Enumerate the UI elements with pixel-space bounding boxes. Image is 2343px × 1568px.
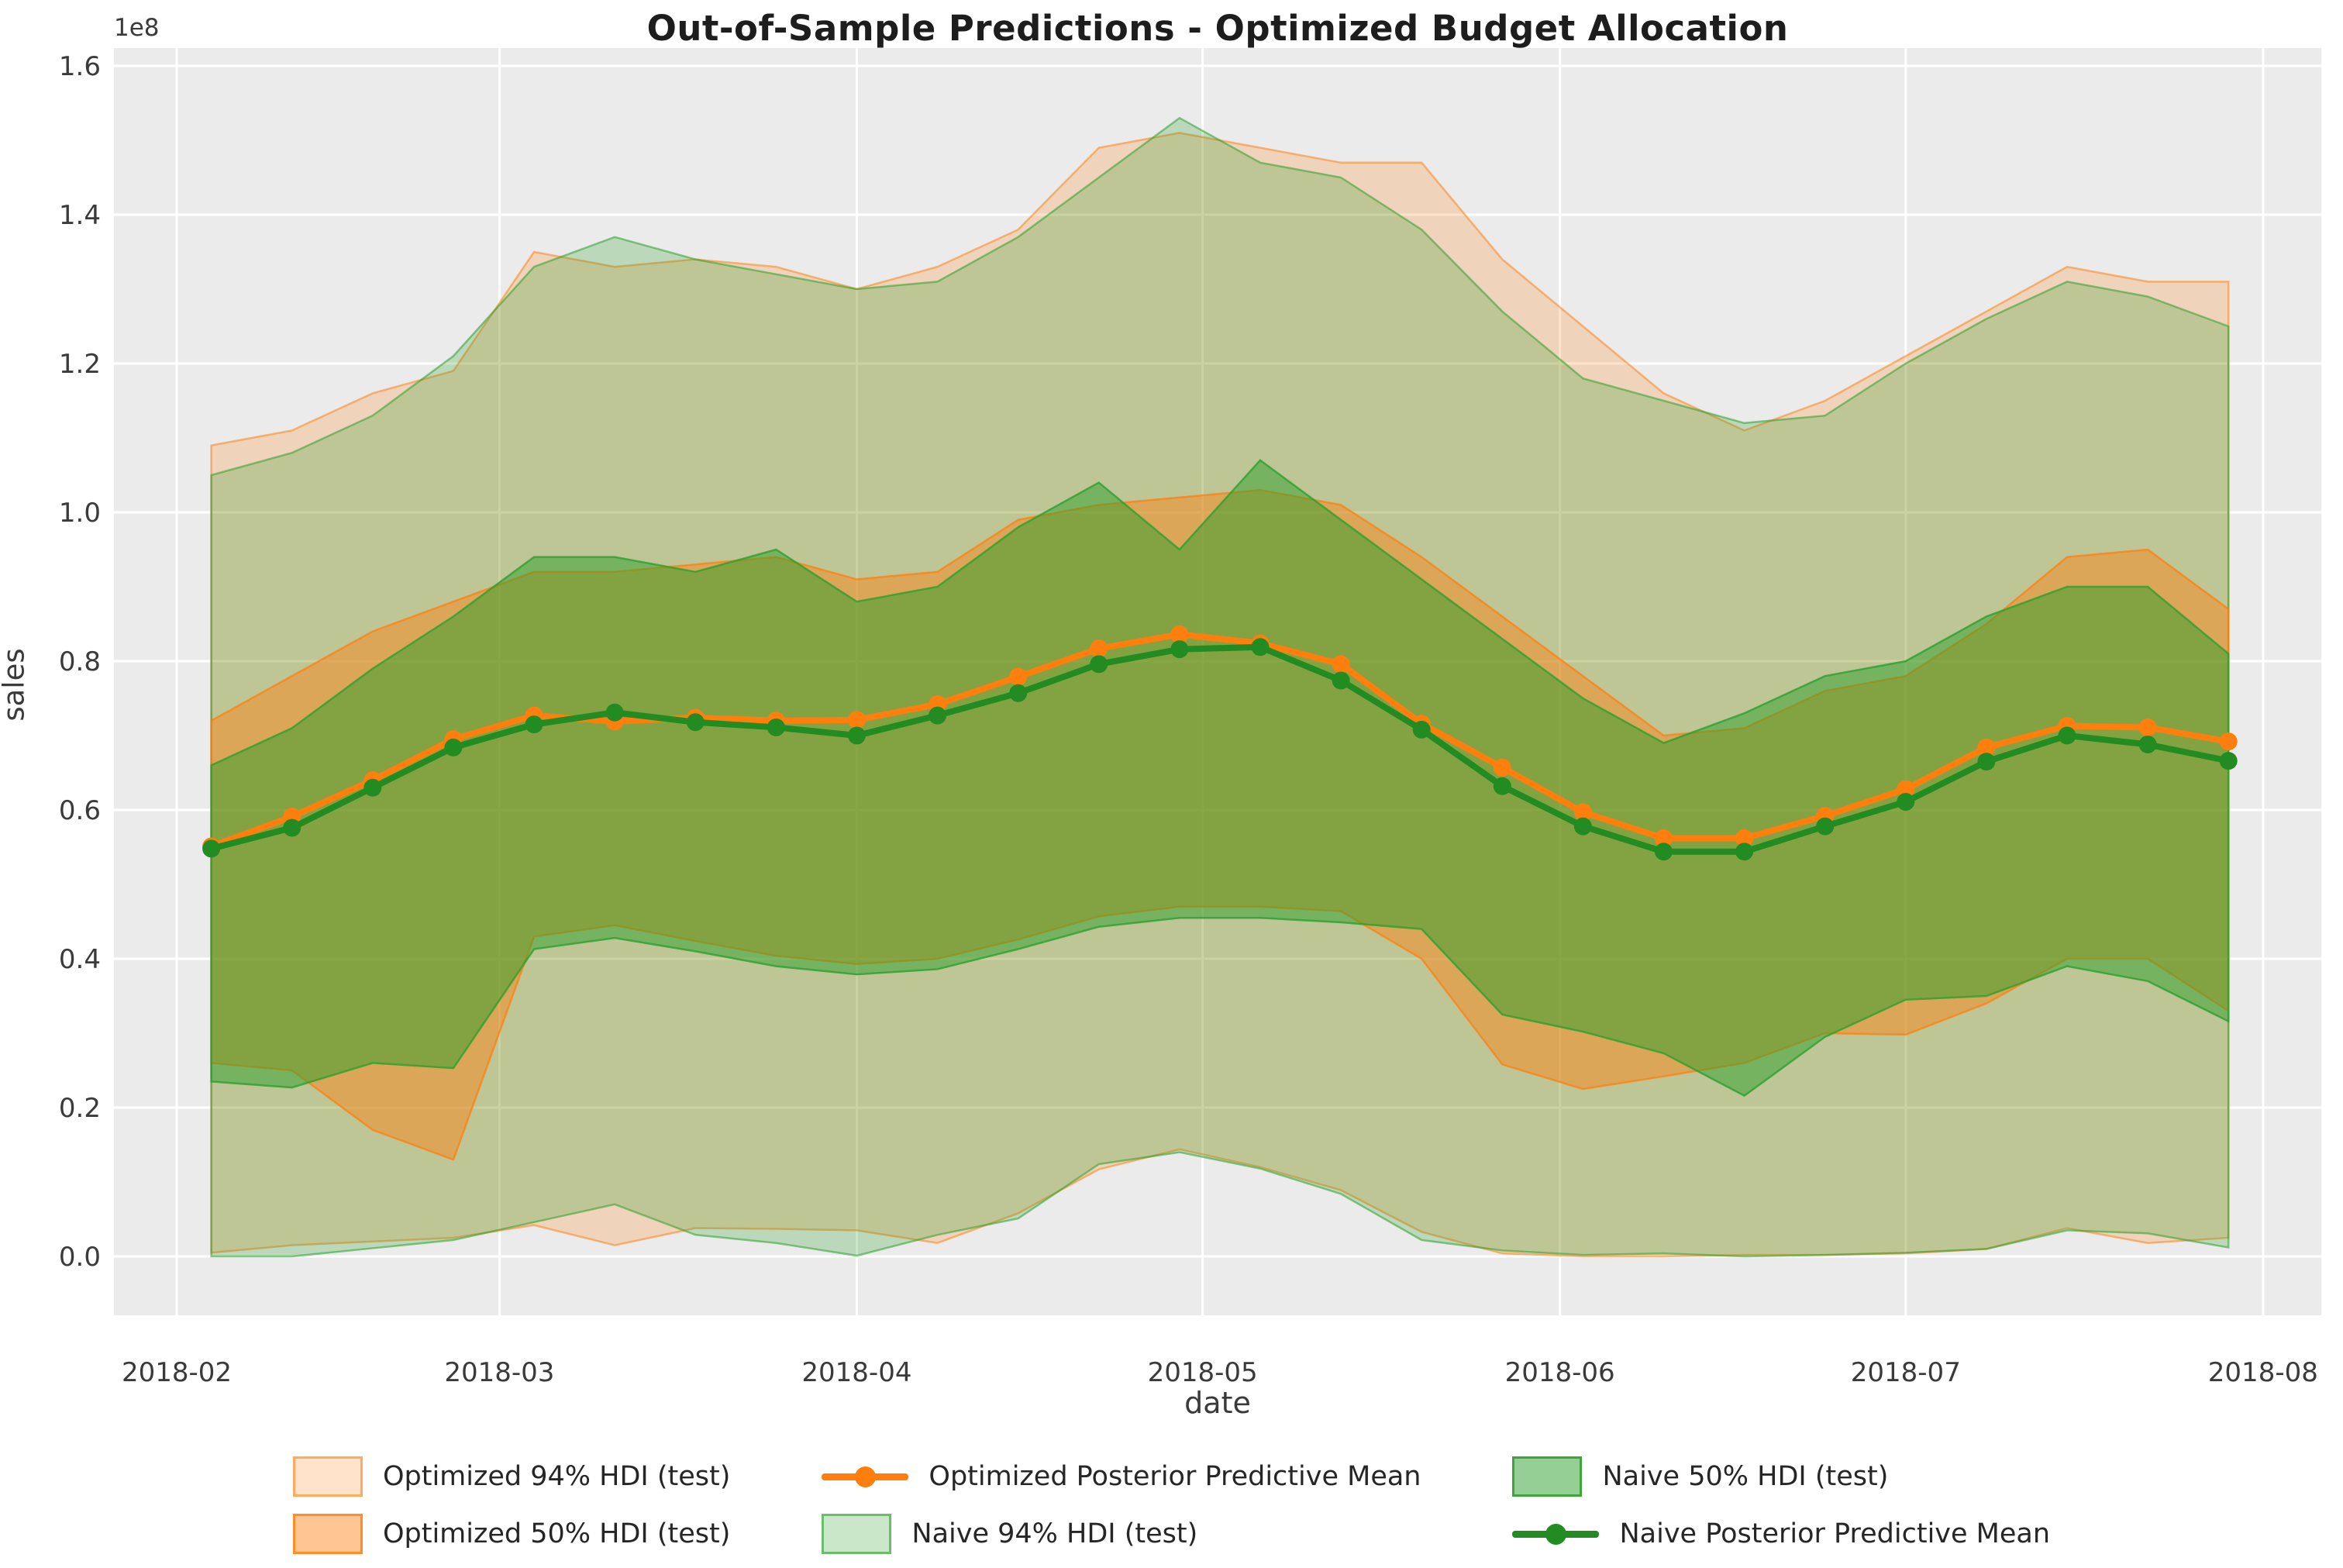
- marker-optimized-posterior-predictive-mean: [1735, 829, 1754, 847]
- marker-naive-posterior-predictive-mean: [1977, 753, 1996, 771]
- y-axis-label: sales: [0, 648, 31, 722]
- marker-optimized-posterior-predictive-mean: [1573, 803, 1592, 822]
- x-tick-label: 2018-08: [2208, 1357, 2318, 1388]
- marker-naive-posterior-predictive-mean: [1170, 640, 1189, 659]
- marker-optimized-posterior-predictive-mean: [2138, 718, 2157, 736]
- marker-optimized-posterior-predictive-mean: [1493, 758, 1511, 777]
- chart-title: Out-of-Sample Predictions - Optimized Bu…: [646, 8, 1789, 49]
- marker-naive-posterior-predictive-mean: [283, 818, 301, 837]
- y-tick-label: 0.2: [59, 1093, 101, 1124]
- legend-label: Optimized 94% HDI (test): [382, 1461, 731, 1492]
- y-axis-offset-label: 1e8: [114, 14, 160, 42]
- marker-naive-posterior-predictive-mean: [2058, 726, 2076, 745]
- marker-optimized-posterior-predictive-mean: [1332, 655, 1350, 674]
- marker-naive-posterior-predictive-mean: [444, 738, 463, 756]
- marker-naive-posterior-predictive-mean: [686, 713, 705, 732]
- legend-patch-swatch-icon: [822, 1514, 892, 1554]
- marker-naive-posterior-predictive-mean: [202, 839, 221, 858]
- marker-naive-posterior-predictive-mean: [2138, 736, 2157, 754]
- marker-optimized-posterior-predictive-mean: [1977, 738, 1996, 756]
- y-tick-label: 0.4: [59, 944, 101, 975]
- legend-item: Naive 50% HDI (test): [1512, 1454, 2050, 1499]
- legend-line-dot: [1545, 1524, 1567, 1545]
- legend-item: Optimized Posterior Predictive Mean: [822, 1454, 1421, 1499]
- legend-patch-swatch-icon: [1512, 1456, 1583, 1497]
- legend-column: Optimized Posterior Predictive Mean Naive…: [822, 1454, 1421, 1556]
- marker-naive-posterior-predictive-mean: [1090, 655, 1108, 674]
- marker-naive-posterior-predictive-mean: [847, 726, 866, 745]
- x-tick-label: 2018-04: [801, 1357, 911, 1388]
- legend-label: Optimized 50% HDI (test): [382, 1518, 731, 1549]
- x-tick-label: 2018-06: [1505, 1357, 1615, 1388]
- line-naive-posterior-predictive-mean: [210, 643, 2230, 855]
- legend-patch-swatch-icon: [292, 1514, 363, 1554]
- marker-naive-posterior-predictive-mean: [605, 703, 624, 722]
- band-naive-50-hdi-test-: [210, 459, 2230, 1098]
- legend-column: Naive 50% HDI (test) Naive Posterior Pred…: [1512, 1454, 2050, 1556]
- legend: Optimized 94% HDI (test) Optimized 50% HD…: [0, 1454, 2343, 1556]
- marker-naive-posterior-predictive-mean: [2219, 752, 2238, 770]
- y-tick-label: 1.4: [59, 200, 101, 231]
- marker-optimized-posterior-predictive-mean: [1170, 625, 1189, 643]
- x-tick-label: 2018-07: [1851, 1357, 1961, 1388]
- x-tick-label: 2018-05: [1148, 1357, 1258, 1388]
- legend-line-swatch-icon: [1512, 1514, 1600, 1554]
- marker-optimized-posterior-predictive-mean: [847, 711, 866, 729]
- legend-item: Naive 94% HDI (test): [822, 1511, 1421, 1556]
- marker-naive-posterior-predictive-mean: [1573, 817, 1592, 836]
- marker-naive-posterior-predictive-mean: [1009, 684, 1028, 702]
- marker-naive-posterior-predictive-mean: [1251, 638, 1270, 656]
- marker-naive-posterior-predictive-mean: [525, 715, 543, 734]
- legend-patch-swatch-icon: [292, 1456, 363, 1497]
- y-tick-label: 0.0: [59, 1242, 101, 1273]
- legend-item: Optimized 94% HDI (test): [292, 1454, 731, 1499]
- marker-naive-posterior-predictive-mean: [1897, 792, 1915, 811]
- marker-naive-posterior-predictive-mean: [364, 778, 382, 797]
- legend-label: Optimized Posterior Predictive Mean: [929, 1461, 1421, 1492]
- x-axis-label: date: [1184, 1386, 1251, 1420]
- marker-naive-posterior-predictive-mean: [1654, 843, 1673, 861]
- marker-naive-posterior-predictive-mean: [1735, 843, 1754, 861]
- marker-naive-posterior-predictive-mean: [929, 706, 947, 725]
- marker-naive-posterior-predictive-mean: [1412, 720, 1431, 739]
- marker-optimized-posterior-predictive-mean: [1090, 639, 1108, 658]
- marker-optimized-posterior-predictive-mean: [1654, 829, 1673, 847]
- y-tick-label: 1.6: [59, 51, 101, 82]
- marker-optimized-posterior-predictive-mean: [1897, 780, 1915, 798]
- y-tick-label: 1.2: [59, 349, 101, 380]
- legend-line-dot: [855, 1466, 877, 1487]
- y-tick-label: 0.6: [59, 795, 101, 826]
- marker-naive-posterior-predictive-mean: [767, 718, 785, 736]
- legend-column: Optimized 94% HDI (test) Optimized 50% HD…: [292, 1454, 731, 1556]
- x-tick-label: 2018-03: [444, 1357, 554, 1388]
- legend-label: Naive 50% HDI (test): [1602, 1461, 1889, 1492]
- y-tick-label: 0.8: [59, 646, 101, 677]
- line-optimized-posterior-predictive-mean: [210, 631, 2229, 849]
- legend-line-swatch-icon: [822, 1456, 909, 1497]
- x-tick-label: 2018-02: [122, 1357, 232, 1388]
- marker-naive-posterior-predictive-mean: [1493, 777, 1511, 795]
- legend-item: Naive Posterior Predictive Mean: [1512, 1511, 2050, 1556]
- legend-label: Naive Posterior Predictive Mean: [1619, 1518, 2051, 1549]
- marker-naive-posterior-predictive-mean: [1332, 671, 1350, 690]
- marker-naive-posterior-predictive-mean: [1816, 817, 1835, 836]
- marker-optimized-posterior-predictive-mean: [1009, 667, 1028, 686]
- legend-label: Naive 94% HDI (test): [911, 1518, 1198, 1549]
- marker-optimized-posterior-predictive-mean: [2219, 732, 2238, 751]
- y-tick-label: 1.0: [59, 498, 101, 529]
- legend-item: Optimized 50% HDI (test): [292, 1511, 731, 1556]
